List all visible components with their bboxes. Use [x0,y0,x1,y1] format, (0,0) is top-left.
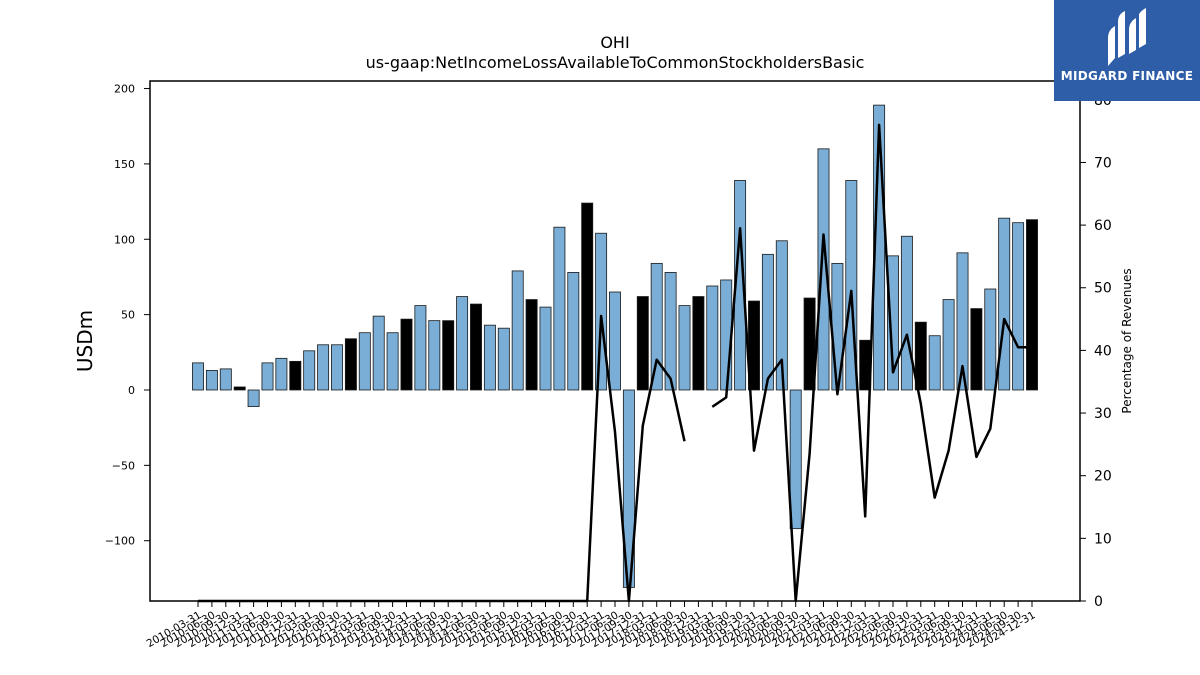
bar [636,296,649,391]
plot-frame [149,80,1081,602]
bar [845,180,858,391]
bar [706,285,719,391]
y-tick-label: 200 [114,83,135,96]
bar [1012,222,1025,391]
bar [497,327,510,391]
bar [205,369,218,391]
y2-tick-label: 70 [1094,155,1112,171]
y-axis-label: USDm [73,310,97,372]
bar [1026,219,1038,391]
bar [928,335,941,391]
bar [581,202,594,391]
logo-mark-icon [1108,8,1146,66]
bar [539,306,552,391]
bar [331,344,343,391]
y2-tick-label: 50 [1094,281,1112,297]
bar [456,296,469,391]
bar [817,148,830,391]
bar [344,338,357,391]
bar [970,308,983,391]
y-tick-label: −100 [105,535,135,548]
bar [956,252,969,391]
bar [289,360,302,391]
bar [998,217,1011,391]
bar [317,344,330,391]
y2-axis-label: Percentage of Revenues [1120,268,1134,413]
bar [192,362,204,391]
bar [400,318,413,391]
bar [414,305,427,391]
bar [942,299,955,391]
bar [511,270,524,391]
bar [553,226,566,391]
bar [470,303,482,391]
y-tick-label: 100 [114,233,135,246]
bar [483,324,496,391]
chart-subtitle: us-gaap:NetIncomeLossAvailableToCommonSt… [366,53,865,72]
bar [678,305,691,391]
bar [442,320,455,391]
bar [358,332,371,391]
logo-text: MIDGARD FINANCE [1060,69,1194,83]
bar [275,357,288,391]
bar [386,332,399,391]
bar [650,262,663,391]
bar [428,320,441,391]
y2-tick-label: 60 [1094,218,1112,234]
chart-title: OHI [600,33,629,52]
bar [303,350,316,391]
bar [609,291,621,391]
y2-tick-label: 20 [1094,469,1112,485]
bar [803,297,816,391]
bar [219,368,232,391]
bar [789,389,802,530]
brand-logo: MIDGARD FINANCE [1054,0,1200,101]
bar [664,272,677,391]
bar [525,299,538,391]
y2-tick-label: 10 [1094,531,1112,547]
bar [595,232,608,391]
bar [372,315,385,391]
bar [761,253,774,391]
y-tick-label: 50 [121,309,135,322]
bar [887,255,899,391]
y2-tick-label: 0 [1094,594,1103,610]
y-tick-label: 0 [128,384,135,397]
bar [233,386,246,391]
y2-tick-label: 30 [1094,406,1112,422]
y-tick-label: −50 [112,459,135,472]
bar [567,272,580,391]
y-tick-label: 150 [114,158,135,171]
bar [900,235,913,391]
bar [984,288,997,391]
bar [914,321,927,391]
bar [775,240,788,391]
bar [261,362,274,391]
bar [692,296,705,391]
y2-tick-label: 40 [1094,343,1112,359]
bar [247,389,260,407]
